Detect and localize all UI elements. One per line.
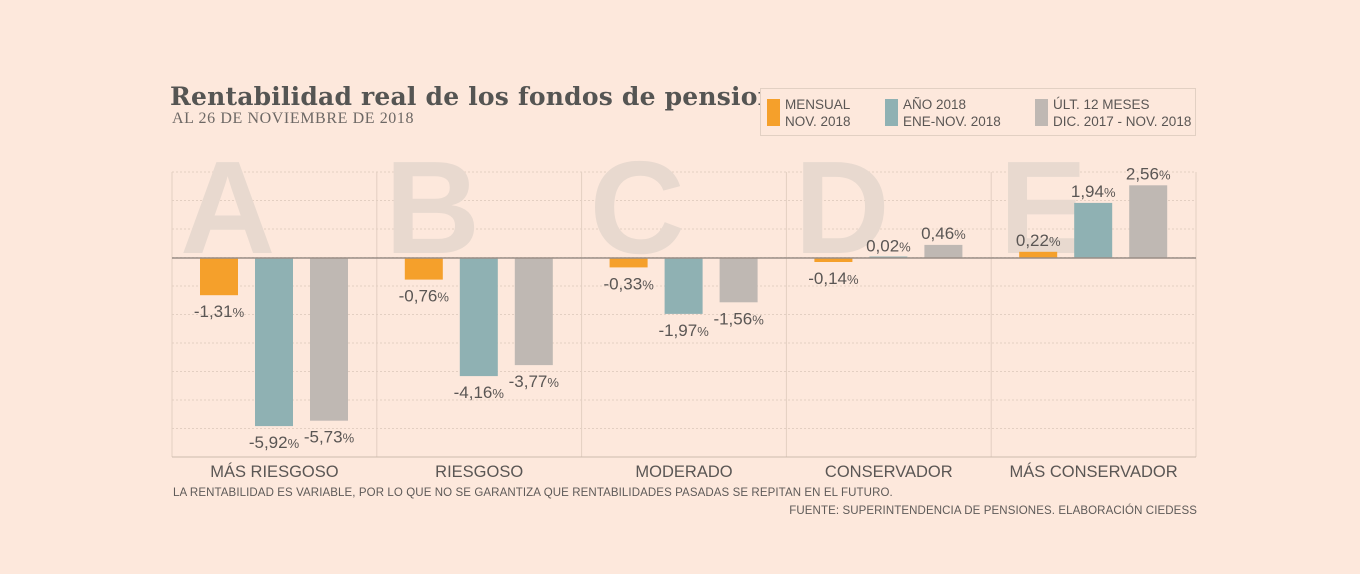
legend-label-line1: MENSUAL <box>785 97 851 112</box>
bar <box>310 258 348 421</box>
bar <box>1074 202 1113 258</box>
bar <box>404 258 443 280</box>
fund-letter: B <box>385 134 480 281</box>
category-label: RIESGOSO <box>435 463 523 481</box>
chart-title: Rentabilidad real de los fondos de pensi… <box>170 82 807 111</box>
legend-swatch-ultimos-12-meses <box>1035 99 1048 126</box>
category-label: MÁS RIESGOSO <box>210 462 339 481</box>
legend-label-line1: ÚLT. 12 MESES <box>1053 97 1150 112</box>
source-note: FUENTE: SUPERINTENDENCIA DE PENSIONES. E… <box>789 505 1197 517</box>
bar <box>719 258 758 303</box>
data-label: -0,33% <box>603 274 654 293</box>
data-label: -3,77% <box>509 372 560 391</box>
data-label: -1,56% <box>713 309 764 328</box>
data-label: 0,22% <box>1016 231 1061 250</box>
bar <box>459 258 498 377</box>
fund-letter: C <box>590 134 685 281</box>
data-label: -1,97% <box>658 321 709 340</box>
legend-label-line1: AÑO 2018 <box>903 97 967 112</box>
data-label: 0,02% <box>866 236 911 255</box>
chart-subtitle: AL 26 DE NOVIEMBRE DE 2018 <box>172 110 415 127</box>
data-label: -0,14% <box>808 269 859 288</box>
bar <box>609 258 648 268</box>
bar <box>664 258 703 314</box>
legend-label-line2: DIC. 2017 - NOV. 2018 <box>1053 114 1192 129</box>
data-label: -4,16% <box>454 383 505 402</box>
legend-label-line2: ENE-NOV. 2018 <box>903 114 1001 129</box>
data-label: 2,56% <box>1126 164 1171 183</box>
data-label: -1,31% <box>194 302 245 321</box>
fund-letter: E <box>999 134 1087 281</box>
category-label: MODERADO <box>635 463 732 481</box>
legend-label-line2: NOV. 2018 <box>785 114 851 129</box>
category-label: MÁS CONSERVADOR <box>1010 462 1178 481</box>
legend-swatch-mensual <box>767 99 780 126</box>
data-label: -0,76% <box>399 287 450 306</box>
data-label: -5,73% <box>304 428 355 447</box>
bar <box>814 258 853 262</box>
bar <box>1129 185 1168 258</box>
data-label: 0,46% <box>921 224 966 243</box>
bar <box>924 244 963 258</box>
bar <box>200 258 238 296</box>
legend-swatch-ano <box>885 99 898 126</box>
category-label: CONSERVADOR <box>825 463 953 481</box>
data-label: -5,92% <box>249 433 300 452</box>
footnote: LA RENTABILIDAD ES VARIABLE, POR LO QUE … <box>173 487 893 499</box>
fund-letter: A <box>180 134 275 281</box>
bar <box>1019 251 1058 258</box>
data-label: 1,94% <box>1071 182 1116 201</box>
bar <box>255 258 293 427</box>
legend: MENSUAL NOV. 2018 AÑO 2018 ENE-NOV. 2018… <box>760 88 1196 136</box>
bar <box>514 258 553 366</box>
